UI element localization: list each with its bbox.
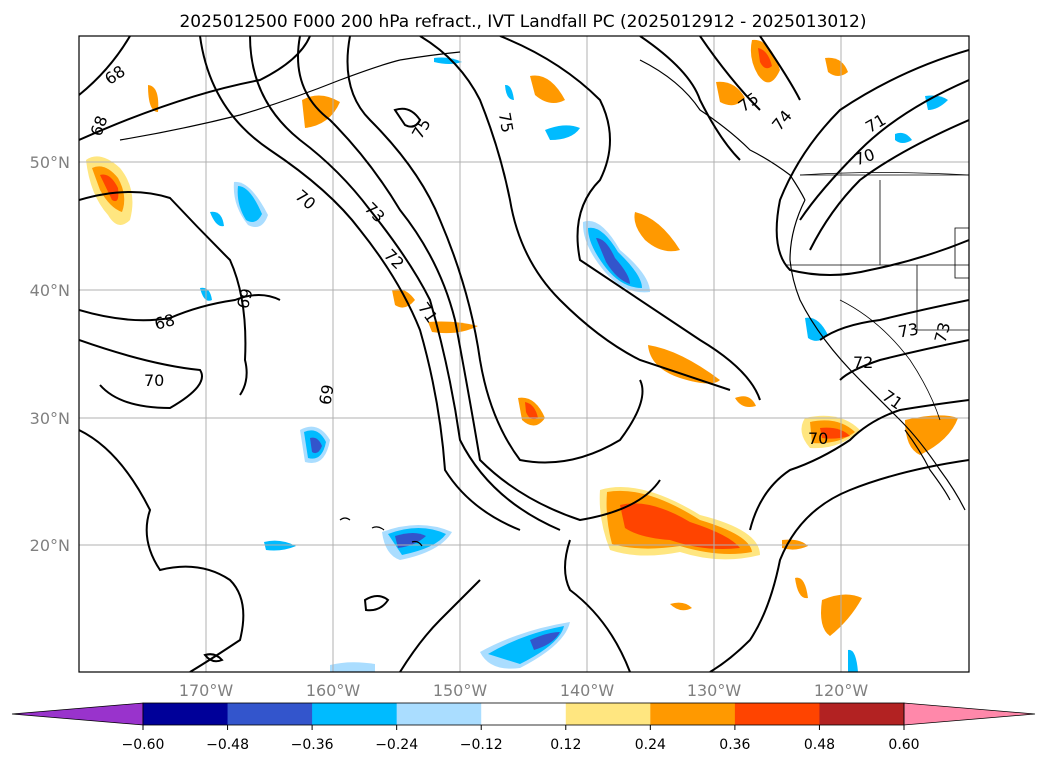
negative-anomaly-region bbox=[596, 238, 630, 284]
figure-title: 2025012500 F000 200 hPa refract., IVT La… bbox=[179, 12, 866, 32]
colorbar-tick-label: −0.36 bbox=[291, 737, 334, 753]
lon-tick-label: 140°W bbox=[560, 681, 615, 700]
colorbar-segment bbox=[650, 703, 736, 725]
latitude-labels: 50°N 40°N 30°N 20°N bbox=[30, 153, 70, 555]
contour-label: 68 bbox=[152, 310, 177, 334]
borders bbox=[785, 172, 969, 421]
lat-tick-label: 40°N bbox=[30, 281, 70, 300]
positive-anomaly-region bbox=[670, 602, 692, 611]
lat-tick-label: 50°N bbox=[30, 153, 70, 172]
lat-tick-label: 20°N bbox=[30, 536, 70, 555]
contour-label: 69 bbox=[233, 286, 257, 311]
contour-label: 72 bbox=[853, 353, 873, 372]
positive-anomaly-region bbox=[525, 402, 538, 420]
positive-anomaly-region bbox=[530, 75, 565, 104]
lon-tick-label: 120°W bbox=[814, 681, 869, 700]
negative-anomaly-region bbox=[805, 317, 828, 341]
positive-anomaly-region bbox=[620, 503, 740, 549]
colorbar-extend-high bbox=[903, 702, 1036, 726]
colorbar-tick-label: 0.48 bbox=[804, 737, 835, 753]
positive-anomaly-region bbox=[648, 345, 720, 384]
colorbar-segment bbox=[734, 703, 820, 725]
lat-tick-label: 30°N bbox=[30, 409, 70, 428]
positive-anomaly-region bbox=[634, 212, 680, 252]
colorbar-extend-low bbox=[11, 702, 144, 726]
positive-anomaly-region bbox=[820, 427, 850, 439]
colorbar-frame bbox=[142, 702, 905, 726]
graticule bbox=[79, 36, 969, 672]
longitude-labels: 170°W 160°W 150°W 140°W 130°W 120°W bbox=[179, 681, 869, 700]
colorbar-segment bbox=[819, 703, 905, 725]
negative-anomaly-region bbox=[505, 84, 514, 100]
lon-tick-label: 170°W bbox=[179, 681, 234, 700]
colorbar-tick-label: 0.12 bbox=[550, 737, 581, 753]
positive-anomaly-region bbox=[148, 85, 159, 112]
lon-tick-label: 130°W bbox=[687, 681, 742, 700]
lon-tick-label: 150°W bbox=[433, 681, 488, 700]
map-panel: 68 68 68 69 69 70 70 70 70 71 71 71 72 7… bbox=[79, 36, 969, 672]
negative-anomaly-region bbox=[530, 632, 560, 650]
contour-label: 73 bbox=[897, 319, 920, 341]
negative-anomaly-region bbox=[264, 540, 296, 551]
positive-anomaly-region bbox=[392, 289, 415, 308]
contour-label: 75 bbox=[495, 111, 517, 134]
negative-anomaly-region bbox=[210, 211, 224, 227]
contour-label: 70 bbox=[808, 429, 828, 448]
negative-anomaly-region bbox=[434, 57, 462, 64]
positive-anomaly-region bbox=[735, 396, 756, 407]
refractivity-contours bbox=[79, 36, 969, 672]
colorbar-tick-label: −0.60 bbox=[122, 737, 165, 753]
positive-anomaly-region bbox=[100, 174, 119, 202]
colorbar-segment bbox=[396, 703, 482, 725]
contour-label: 73 bbox=[931, 320, 955, 345]
positive-anomaly-region bbox=[905, 415, 958, 455]
colorbar-tick-label: −0.12 bbox=[460, 737, 503, 753]
lon-tick-label: 160°W bbox=[306, 681, 361, 700]
colorbar-segment bbox=[565, 703, 651, 725]
colorbar-segment bbox=[481, 703, 567, 725]
contour-label: 69 bbox=[316, 383, 338, 406]
colorbar: −0.60 −0.48 −0.36 −0.24 −0.12 0.12 0.24 0.36 0.4… bbox=[11, 702, 1036, 753]
positive-anomaly-region bbox=[758, 48, 772, 69]
negative-anomaly-region bbox=[310, 437, 322, 454]
map-frame bbox=[78, 35, 970, 673]
negative-anomaly-region bbox=[545, 125, 580, 140]
colorbar-tick-label: −0.24 bbox=[375, 737, 418, 753]
colorbar-segment bbox=[227, 703, 313, 725]
colorbar-tick-label: 0.60 bbox=[888, 737, 919, 753]
negative-anomaly-region bbox=[848, 649, 858, 672]
positive-anomaly-region bbox=[428, 321, 478, 334]
positive-anomaly-region bbox=[795, 577, 808, 599]
positive-anomaly-region bbox=[716, 81, 745, 106]
colorbar-segment bbox=[312, 703, 398, 725]
contour-label: 70 bbox=[144, 371, 164, 390]
negative-anomaly-region bbox=[895, 132, 912, 143]
negative-anomaly-region bbox=[395, 533, 426, 548]
negative-anomaly-region bbox=[330, 662, 375, 672]
colorbar-segment bbox=[143, 703, 229, 725]
negative-anomaly-region bbox=[237, 186, 262, 222]
colorbar-tick-label: −0.48 bbox=[206, 737, 249, 753]
positive-anomaly-region bbox=[825, 57, 848, 76]
colorbar-tick-label: 0.24 bbox=[635, 737, 666, 753]
coastlines bbox=[119, 51, 966, 547]
colorbar-tick-label: 0.36 bbox=[719, 737, 750, 753]
